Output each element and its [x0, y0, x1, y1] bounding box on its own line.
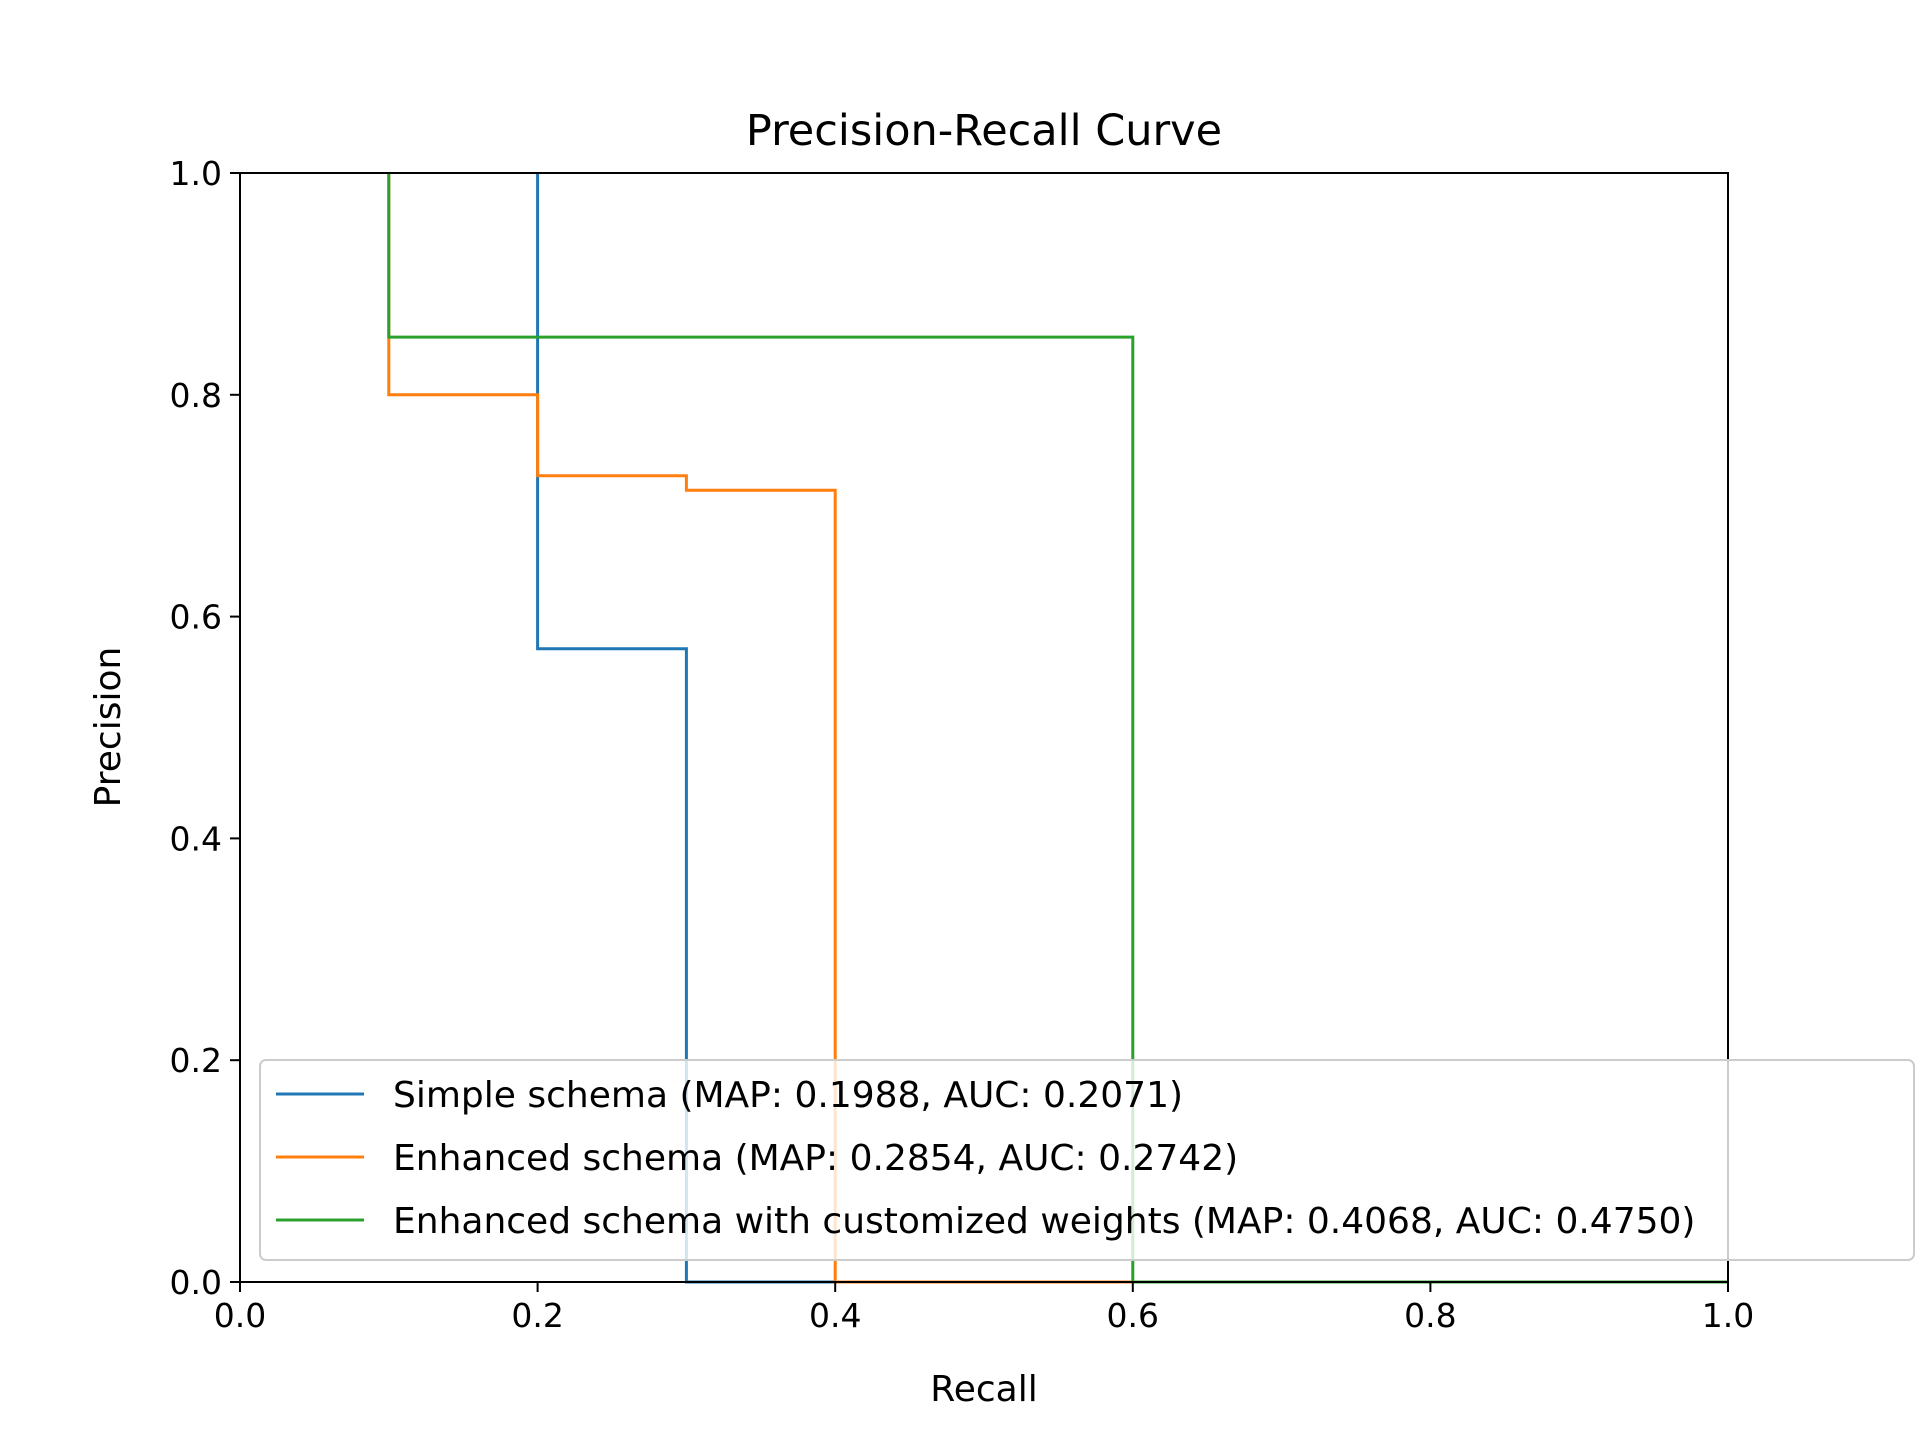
chart-title: Precision-Recall Curve	[746, 106, 1222, 156]
plot-frame	[239, 172, 1729, 1283]
legend-box	[259, 1059, 1915, 1261]
y-axis-label: Precision	[88, 647, 129, 808]
series-line-enhanced-schema	[387, 173, 1728, 1284]
y-tick-label: 0.4	[170, 819, 222, 858]
y-axis: 0.0 0.2 0.4 0.6 0.8 1.0	[170, 154, 240, 1302]
legend-label-enhanced-schema-weights: Enhanced schema with customized weights …	[393, 1201, 1695, 1242]
y-tick-label: 0.0	[170, 1263, 222, 1302]
y-tick-label: 0.6	[170, 598, 222, 637]
legend-label-simple-schema: Simple schema (MAP: 0.1988, AUC: 0.2071)	[393, 1075, 1183, 1116]
x-axis-label: Recall	[930, 1369, 1037, 1410]
y-tick-label: 1.0	[170, 154, 222, 193]
x-tick-label: 0.2	[511, 1296, 563, 1335]
x-axis: 0.0 0.2 0.4 0.6 0.8 1.0	[214, 1282, 1754, 1335]
x-tick-label: 0.6	[1107, 1296, 1159, 1335]
y-tick-label: 0.2	[170, 1041, 222, 1080]
legend-label-enhanced-schema: Enhanced schema (MAP: 0.2854, AUC: 0.274…	[393, 1138, 1238, 1179]
x-tick-label: 0.4	[809, 1296, 861, 1335]
x-tick-label: 0.8	[1404, 1296, 1456, 1335]
x-tick-label: 0.0	[214, 1296, 266, 1335]
y-tick-label: 0.8	[170, 376, 222, 415]
legend: Simple schema (MAP: 0.1988, AUC: 0.2071)…	[259, 1059, 1915, 1261]
x-tick-label: 1.0	[1702, 1296, 1754, 1335]
